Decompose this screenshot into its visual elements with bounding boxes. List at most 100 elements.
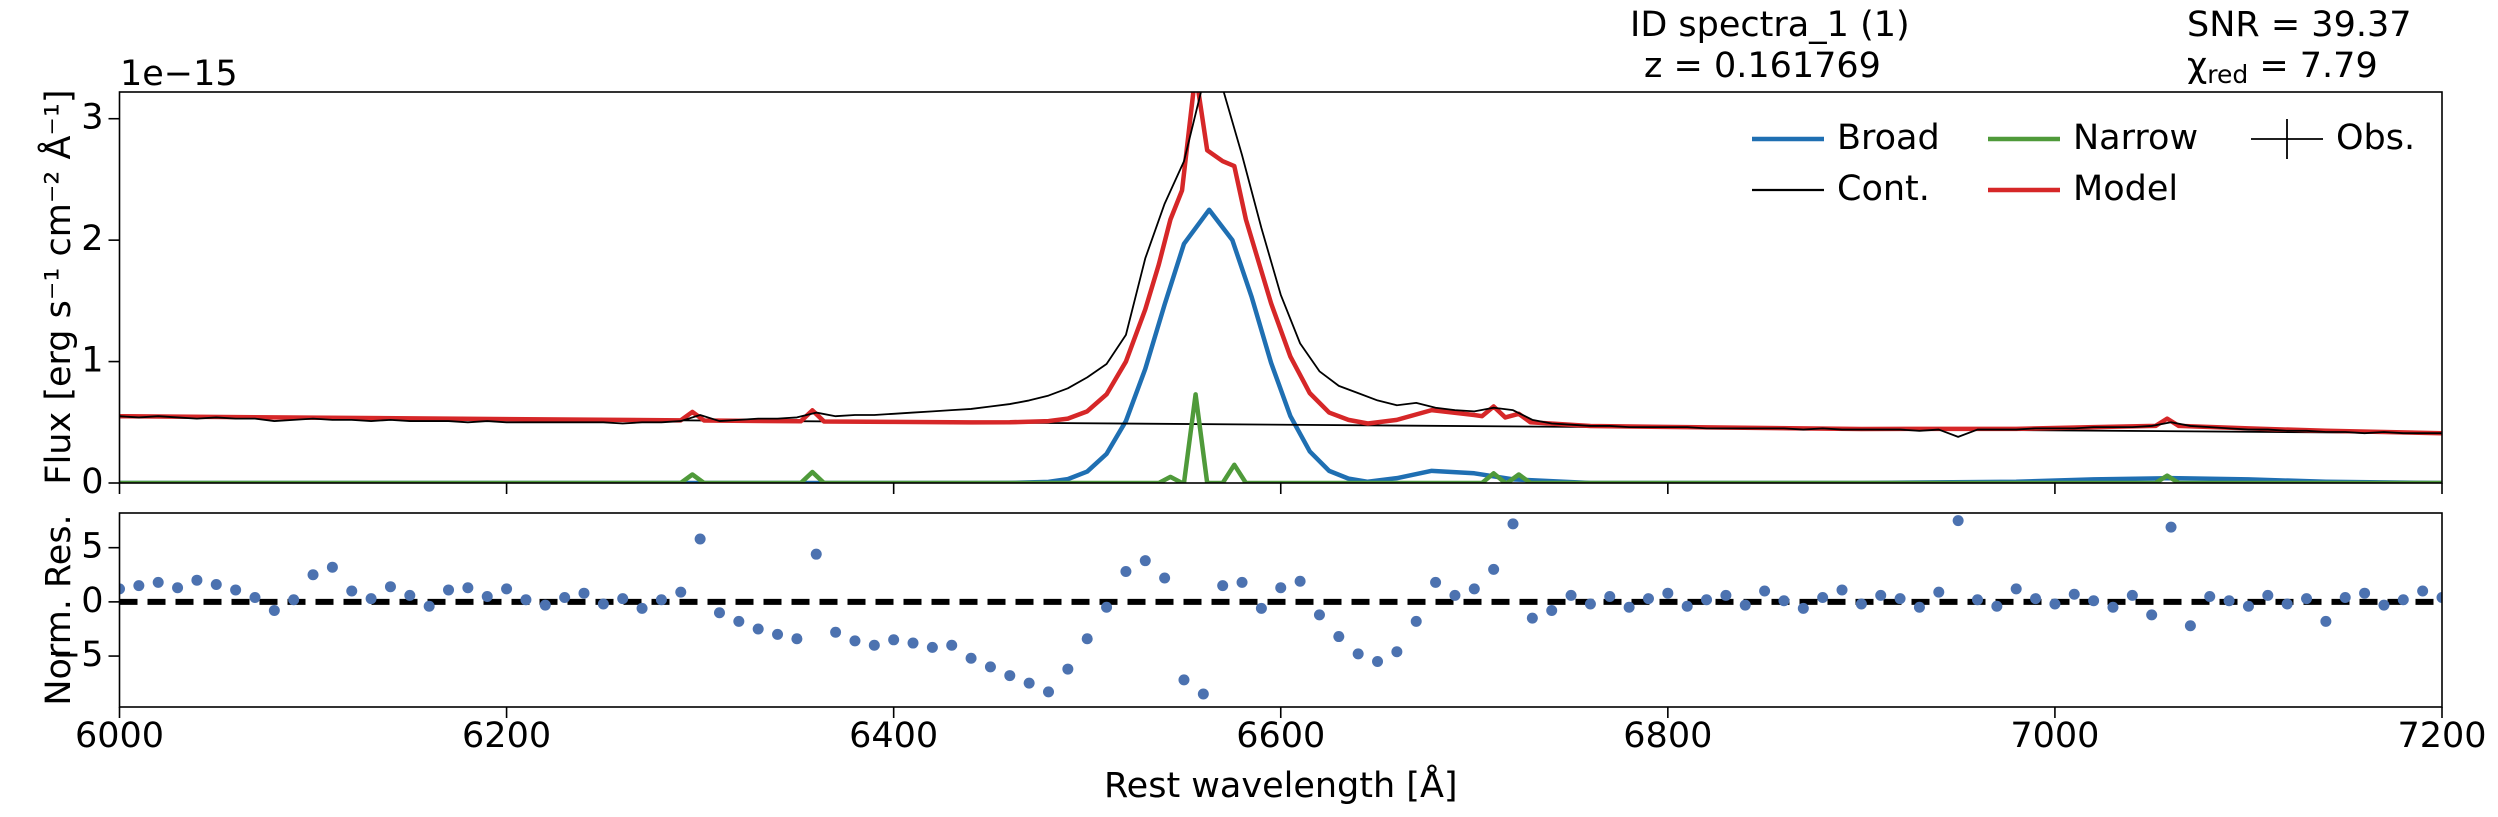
residual-point [172,582,184,594]
residual-point [1604,590,1616,602]
residual-point [423,600,435,612]
x-tick-label: 7200 [2397,716,2486,756]
residual-point [617,593,629,605]
residual-point [191,574,203,586]
residual-point [1894,593,1906,605]
residual-point [520,594,532,606]
residual-point [1313,609,1325,621]
residual-point [2436,592,2442,604]
residual-point [578,587,590,599]
plot-area [119,515,2442,700]
residual-point [443,584,455,596]
residual-point [868,639,880,651]
chi-subscript: red [2207,60,2248,89]
residual-point [2417,585,2429,597]
residual-point [830,626,842,638]
residual-point [1952,515,1964,527]
residual-point [2146,609,2158,621]
residual-point [1797,602,1809,614]
residual-point [2378,599,2390,611]
residual-point [1101,601,1113,613]
residual-point [1817,592,1829,604]
residual-point [713,607,725,619]
residual-point [1836,584,1848,596]
y-tick-label: 0 [81,581,103,621]
residual-point [539,599,551,611]
residual-point [119,583,125,595]
residual-point [1178,674,1190,686]
residual-point [655,594,667,606]
legend-label: Obs. [2336,118,2415,158]
residual-point [462,582,474,594]
plot-area [119,92,2442,483]
x-tick-label: 6400 [849,716,938,756]
residual-point [249,592,261,604]
residual-point [636,602,648,614]
y-tick-label: 3 [81,98,103,138]
axes-frame [118,91,2443,484]
residual-point [1062,663,1074,675]
residual-point [1507,518,1519,530]
y-tick-label: 1 [81,341,103,381]
x-tick-label: 6200 [462,716,551,756]
residual-point [1933,586,1945,598]
residual-point [1023,677,1035,689]
residual-point [1255,602,1267,614]
y-tick-label: 0 [81,462,103,502]
residual-point [2068,588,2080,600]
residual-point [2339,592,2351,604]
residual-point [1720,589,1732,601]
residual-point [1739,599,1751,611]
residual-point [307,569,319,581]
residual-point [384,581,396,593]
residual-point [1449,589,1461,601]
residual-point [365,593,377,605]
residual-point [2320,615,2332,627]
residual-point [210,579,222,591]
residual-point [1662,587,1674,599]
residual-point [2204,590,2216,602]
residual-point [2397,594,2409,606]
residual-point [675,586,687,598]
residual-point [752,623,764,635]
residual-point [1584,598,1596,610]
residual-point [2301,593,2313,605]
residual-point [1642,593,1654,605]
chi-symbol: χ [2187,46,2207,86]
legend-label: Cont. [1837,169,1930,209]
residual-point [965,652,977,664]
residual-point [1759,585,1771,597]
residual-point [404,589,416,601]
residual-point [2107,601,2119,613]
residual-point [946,639,958,651]
residual-point [2242,600,2254,612]
residual-point [1546,605,1558,617]
residual-point [1623,601,1635,613]
residual-point [1294,575,1306,587]
x-tick-label: 7000 [2010,716,2099,756]
residual-point [1410,615,1422,627]
offset-label: 1e−15 [120,54,238,94]
residual-point [791,633,803,645]
residual-point [501,583,513,595]
legend-label: Narrow [2073,118,2198,158]
residual-point [1855,598,1867,610]
x-tick-label: 6000 [75,716,164,756]
residual-point [1333,631,1345,643]
x-tick-label: 6800 [1623,716,1712,756]
y-axis-label: Flux [erg s⁻¹ cm⁻² Å⁻¹] [36,89,79,484]
residual-point [1430,576,1442,588]
y-tick-label: 5 [81,527,103,567]
residual-point [1043,686,1054,698]
residual-point [2223,595,2235,607]
residual-point [1972,594,1983,606]
residual-point [907,637,919,649]
series-line [119,392,2442,483]
residual-point [1875,589,1887,601]
residual-point [597,598,609,610]
residual-point [481,590,493,602]
y-axis-label: Norm. Res. [39,514,79,705]
residual-point [1081,633,1093,645]
residual-point [2262,589,2274,601]
